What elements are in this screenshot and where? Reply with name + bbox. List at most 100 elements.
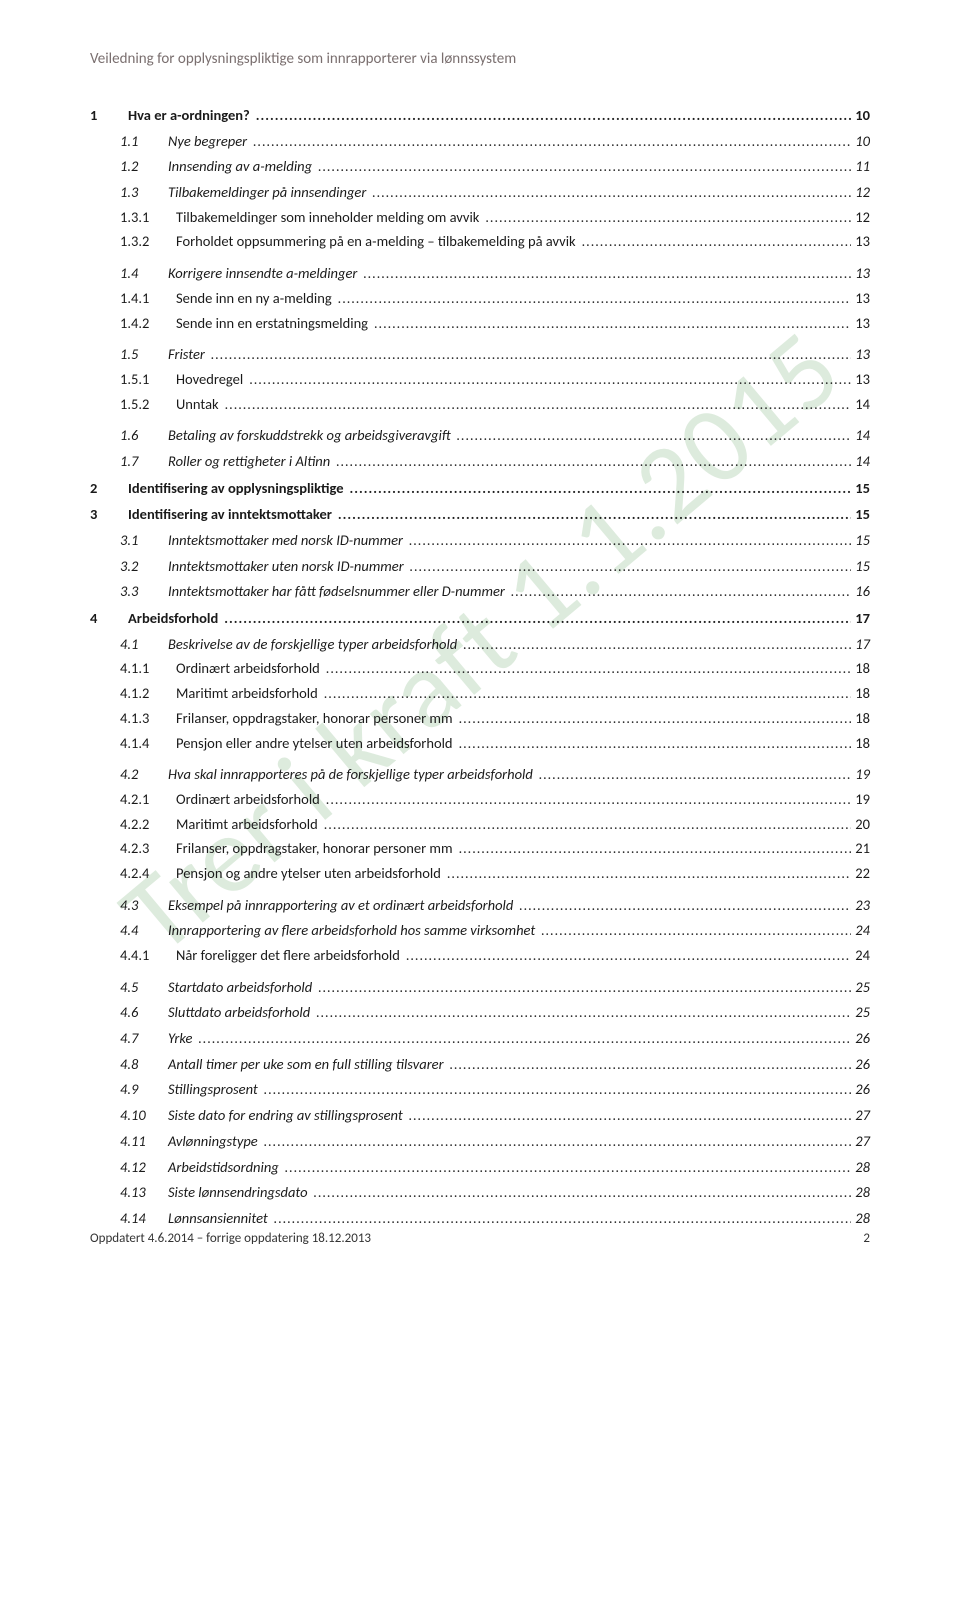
toc-entry-page: 13 [851,343,870,365]
toc-leader-dots: ........................................… [533,764,851,786]
toc-leader-dots: ........................................… [258,1131,852,1153]
toc-leader-dots: ........................................… [279,1157,852,1179]
toc-entry-title: Forholdet oppsummering på en a-melding –… [176,230,576,252]
toc-entry-page: 18 [851,657,870,679]
toc-entry-page: 17 [851,633,870,655]
toc-entry-number: 4.10 [120,1104,168,1126]
toc-entry-page: 13 [851,287,870,309]
toc-entry-title: Inntektsmottaker har fått fødselsnummer … [168,580,505,602]
toc-entry: 1.2Innsending av a-melding .............… [120,155,870,178]
toc-entry-page: 11 [851,155,870,177]
toc-leader-dots: ........................................… [205,344,851,366]
toc-entry-number: 1.1 [120,130,168,152]
toc-entry-page: 15 [851,503,870,525]
toc-entry: 4.12Arbeidstidsordning .................… [120,1156,870,1179]
toc-entry-number: 4.3 [120,894,168,916]
toc-entry: 3Identifisering av inntektsmottaker ....… [90,503,870,526]
toc-entry-title: Inntektsmottaker med norsk ID-nummer [168,529,403,551]
toc-entry-title: Yrke [168,1027,192,1049]
toc-entry-page: 28 [851,1207,870,1229]
toc-entry-number: 3.1 [120,529,168,551]
toc-entry: 4.1.3Frilanser, oppdragstaker, honorar p… [120,707,870,730]
toc-entry-page: 26 [851,1027,870,1049]
toc-entry: 4.5Startdato arbeidsforhold ............… [120,976,870,999]
toc-leader-dots: ........................................… [312,156,851,178]
toc-entry-number: 1.4 [120,262,168,284]
toc-entry-title: Innsending av a-melding [168,155,312,177]
toc-entry-title: Startdato arbeidsforhold [168,976,312,998]
toc-entry-title: Lønnsansiennitet [168,1207,268,1229]
toc-entry-title: Pensjon eller andre ytelser uten arbeids… [176,732,453,754]
toc-entry-page: 15 [851,529,870,551]
toc-entry-page: 27 [851,1130,870,1152]
toc-leader-dots: ........................................… [218,608,851,630]
toc-entry: 1.4.1Sende inn en ny a-melding .........… [120,287,870,310]
toc-leader-dots: ........................................… [441,863,851,885]
toc-entry-title: Ordinært arbeidsforhold [176,788,320,810]
document-header-title: Veiledning for opplysningspliktige som i… [90,50,870,68]
toc-entry-page: 14 [851,424,870,446]
toc-entry-page: 15 [851,477,870,499]
toc-entry-page: 26 [851,1053,870,1075]
toc-entry-number: 4.13 [120,1181,168,1203]
toc-entry-number: 1.5.2 [120,393,176,415]
toc-entry-page: 18 [851,682,870,704]
toc-leader-dots: ........................................… [332,504,851,526]
toc-entry-number: 4.1.1 [120,657,176,679]
toc-leader-dots: ........................................… [344,478,852,500]
toc-entry-page: 10 [851,130,870,152]
toc-entry-title: Frilanser, oppdragstaker, honorar person… [176,707,453,729]
toc-entry-number: 1.2 [120,155,168,177]
toc-entry-number: 4.12 [120,1156,168,1178]
toc-leader-dots: ........................................… [400,945,851,967]
toc-entry-number: 4.1 [120,633,168,655]
toc-entry-page: 18 [851,707,870,729]
toc-leader-dots: ........................................… [312,977,851,999]
toc-entry-number: 4.1.4 [120,732,176,754]
toc-entry-number: 4.2.1 [120,788,176,810]
toc-entry: 4.13Siste lønnsendringsdato ............… [120,1181,870,1204]
toc-leader-dots: ........................................… [403,1105,852,1127]
toc-entry-number: 4.4 [120,919,168,941]
toc-entry-number: 4.1.3 [120,707,176,729]
toc-leader-dots: ........................................… [320,658,852,680]
toc-entry-page: 24 [851,944,870,966]
toc-entry-title: Hovedregel [176,368,243,390]
toc-entry-number: 1.3.1 [120,206,176,228]
toc-entry-title: Pensjon og andre ytelser uten arbeidsfor… [176,862,441,884]
toc-entry-number: 3.3 [120,580,168,602]
toc-leader-dots: ........................................… [250,105,852,127]
toc-entry-page: 14 [851,450,870,472]
toc-entry-title: Nye begreper [168,130,247,152]
toc-entry: 4.9Stillingsprosent ....................… [120,1078,870,1101]
toc-entry-page: 20 [851,813,870,835]
toc-entry-number: 4.2.3 [120,837,176,859]
toc-entry-number: 3 [90,503,128,525]
toc-entry-page: 27 [851,1104,870,1126]
toc-entry-page: 28 [851,1156,870,1178]
toc-entry-number: 4.14 [120,1207,168,1229]
toc-entry-number: 1.4.1 [120,287,176,309]
page: Veiledning for opplysningspliktige som i… [0,0,960,1282]
toc-entry-number: 1.3.2 [120,230,176,252]
toc-entry-page: 21 [851,837,870,859]
toc-entry-page: 13 [851,312,870,334]
toc-entry-title: Frilanser, oppdragstaker, honorar person… [176,837,453,859]
toc-leader-dots: ........................................… [576,231,852,253]
toc-entry-title: Korrigere innsendte a-meldinger [168,262,357,284]
toc-entry: 4.3Eksempel på innrapportering av et ord… [120,894,870,917]
toc-entry-number: 4.2.4 [120,862,176,884]
toc-entry-title: Tilbakemeldinger på innsendinger [168,181,366,203]
toc-entry: 4.14Lønnsansiennitet ...................… [120,1207,870,1230]
toc-entry: 1.4Korrigere innsendte a-meldinger .....… [120,262,870,285]
toc-leader-dots: ........................................… [457,634,851,656]
toc-entry-title: Arbeidsforhold [128,607,218,629]
toc-entry-page: 15 [851,555,870,577]
toc-leader-dots: ........................................… [243,369,851,391]
toc-entry-title: Når foreligger det flere arbeidsforhold [176,944,400,966]
toc-entry: 1Hva er a-ordningen? ...................… [90,104,870,127]
toc-entry-number: 4.11 [120,1130,168,1152]
toc-leader-dots: ........................................… [247,131,851,153]
toc-entry-title: Siste lønnsendringsdato [168,1181,308,1203]
toc-entry: 4.4Innrapportering av flere arbeidsforho… [120,919,870,942]
